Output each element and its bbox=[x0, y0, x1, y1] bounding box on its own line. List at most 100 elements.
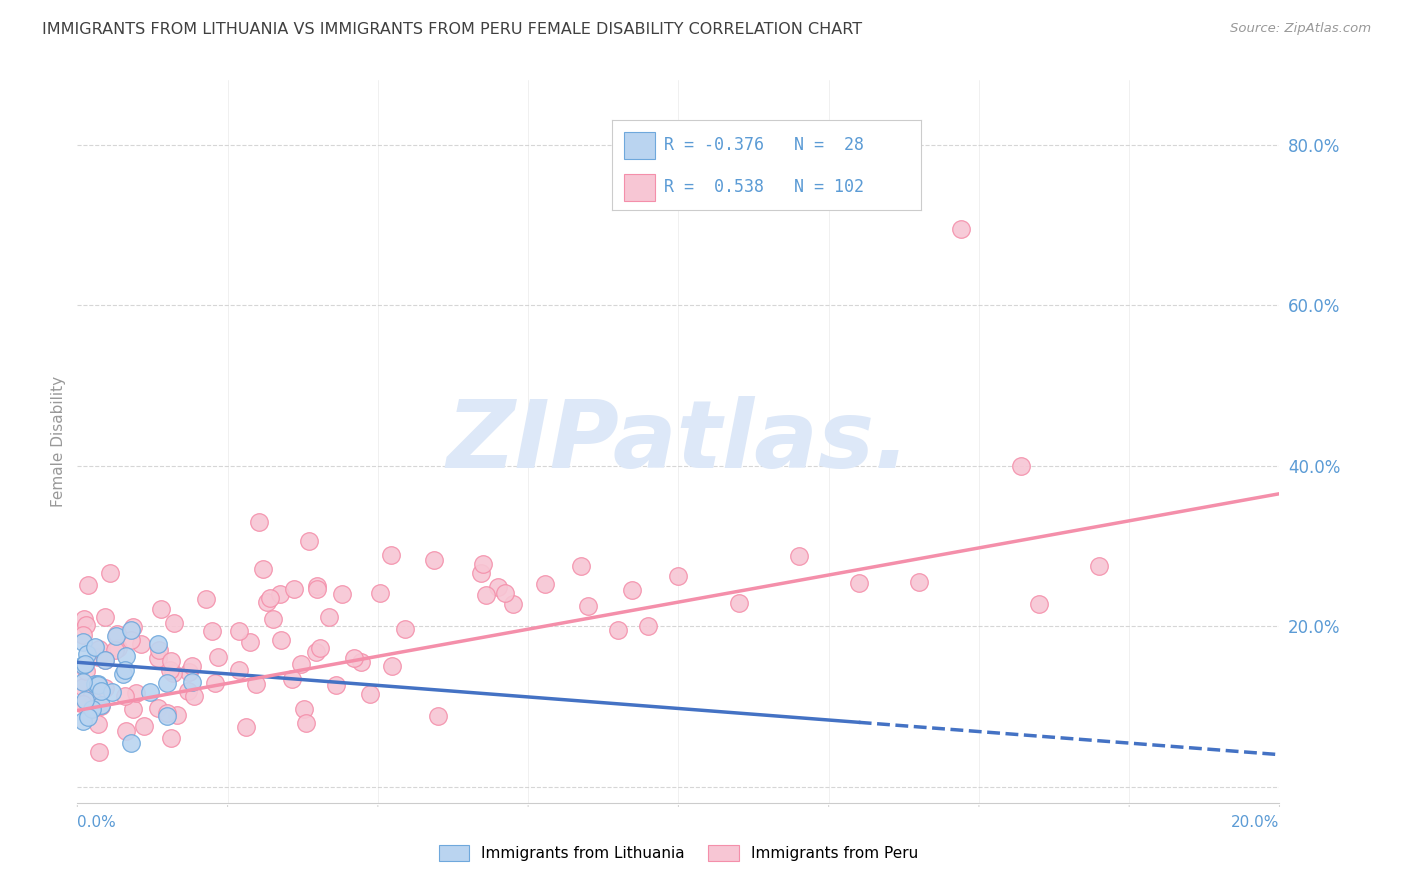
Point bbox=[156, 676, 179, 690]
Point bbox=[77, 578, 100, 592]
Point bbox=[115, 724, 138, 739]
Text: ZIPatlas.: ZIPatlas. bbox=[446, 395, 911, 488]
Y-axis label: Female Disability: Female Disability bbox=[51, 376, 66, 508]
Point bbox=[94, 653, 117, 667]
Point bbox=[83, 677, 105, 691]
Point bbox=[146, 650, 169, 665]
Point bbox=[93, 681, 115, 696]
Point bbox=[72, 714, 94, 729]
Point bbox=[472, 558, 495, 572]
Point bbox=[120, 735, 142, 749]
Point bbox=[330, 587, 353, 601]
Point bbox=[262, 612, 284, 626]
Point bbox=[787, 549, 810, 563]
Point bbox=[87, 649, 110, 664]
Point bbox=[239, 635, 262, 649]
Point bbox=[73, 692, 96, 706]
Point bbox=[159, 731, 181, 745]
Point bbox=[72, 657, 94, 672]
Point bbox=[159, 654, 181, 668]
Point bbox=[204, 675, 226, 690]
Point bbox=[368, 585, 391, 599]
Point bbox=[90, 684, 112, 698]
Point bbox=[132, 719, 155, 733]
Point bbox=[1028, 597, 1050, 611]
Point bbox=[259, 591, 281, 606]
Point bbox=[72, 635, 94, 649]
Point bbox=[235, 720, 257, 734]
Point bbox=[305, 579, 328, 593]
Point bbox=[177, 684, 200, 698]
Point bbox=[146, 637, 169, 651]
Point bbox=[87, 677, 110, 691]
Point bbox=[162, 665, 184, 680]
Point bbox=[72, 612, 94, 626]
Point bbox=[75, 618, 97, 632]
Point bbox=[180, 659, 202, 673]
Point bbox=[104, 643, 127, 657]
Point bbox=[120, 623, 142, 637]
Point bbox=[76, 710, 98, 724]
Point bbox=[105, 627, 128, 641]
Point bbox=[252, 562, 274, 576]
Point bbox=[270, 633, 292, 648]
Point bbox=[114, 689, 136, 703]
Point bbox=[94, 653, 117, 667]
Point bbox=[727, 596, 749, 610]
Point bbox=[76, 648, 98, 662]
Point bbox=[72, 680, 94, 694]
Point bbox=[470, 566, 492, 581]
Point bbox=[148, 643, 170, 657]
Point bbox=[156, 709, 179, 723]
Point bbox=[359, 687, 381, 701]
Point bbox=[75, 657, 97, 671]
Point bbox=[159, 663, 181, 677]
Point bbox=[138, 685, 160, 699]
Point bbox=[84, 640, 107, 654]
Point bbox=[502, 597, 524, 611]
Point bbox=[125, 686, 148, 700]
Point bbox=[848, 575, 870, 590]
Point bbox=[111, 667, 134, 681]
Point bbox=[107, 640, 129, 655]
Text: R = -0.376   N =  28: R = -0.376 N = 28 bbox=[664, 136, 865, 154]
Point bbox=[350, 655, 373, 669]
Point bbox=[908, 574, 931, 589]
Point bbox=[269, 586, 291, 600]
Point bbox=[298, 533, 321, 548]
Point bbox=[201, 624, 224, 638]
Point bbox=[72, 628, 94, 642]
Point bbox=[325, 678, 347, 692]
Point bbox=[343, 651, 366, 665]
Point bbox=[292, 702, 315, 716]
Point bbox=[305, 645, 328, 659]
Point bbox=[474, 588, 496, 602]
Point bbox=[380, 548, 402, 562]
Point bbox=[100, 685, 122, 699]
Point bbox=[90, 698, 112, 713]
Point bbox=[121, 702, 143, 716]
Point bbox=[381, 659, 404, 673]
Point bbox=[228, 663, 250, 677]
Point bbox=[163, 616, 186, 631]
Text: 20.0%: 20.0% bbox=[1232, 815, 1279, 830]
Point bbox=[256, 595, 278, 609]
Point bbox=[166, 708, 188, 723]
FancyBboxPatch shape bbox=[624, 174, 655, 201]
Point bbox=[318, 610, 340, 624]
Point bbox=[177, 665, 200, 680]
Point bbox=[114, 663, 136, 677]
Point bbox=[621, 582, 644, 597]
Point bbox=[146, 701, 169, 715]
Point bbox=[194, 592, 217, 607]
Point bbox=[245, 677, 267, 691]
Point bbox=[100, 566, 122, 581]
Point bbox=[87, 641, 110, 656]
Point bbox=[183, 689, 205, 703]
Point bbox=[181, 675, 204, 690]
Point bbox=[80, 688, 103, 702]
Point bbox=[156, 706, 179, 720]
Point bbox=[486, 580, 509, 594]
Text: Source: ZipAtlas.com: Source: ZipAtlas.com bbox=[1230, 22, 1371, 36]
Point bbox=[534, 577, 557, 591]
